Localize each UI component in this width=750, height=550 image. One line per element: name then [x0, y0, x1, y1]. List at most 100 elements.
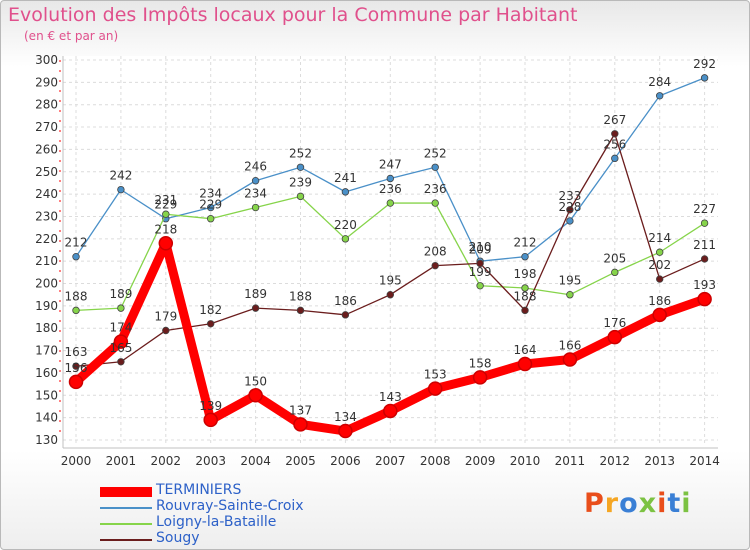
x-tick-label: 2000 [61, 454, 92, 468]
data-point-sougy [700, 255, 709, 263]
x-tick-label: 2004 [240, 454, 271, 468]
x-tick-label: 2012 [600, 454, 631, 468]
data-point-loigny-la-bataille [341, 235, 350, 243]
y-tick-label: 160 [35, 366, 58, 380]
legend-swatch [100, 507, 152, 509]
data-label-rouvray-sainte-croix: 247 [379, 157, 402, 171]
data-label-loigny-la-bataille: 236 [424, 182, 447, 196]
data-label-loigny-la-bataille: 227 [693, 202, 716, 216]
y-tick-label: 230 [35, 209, 58, 223]
data-label-rouvray-sainte-croix: 229 [154, 198, 177, 212]
x-tick-label: 2002 [151, 454, 182, 468]
y-tick-label: 130 [35, 433, 58, 447]
data-label-sougy: 209 [469, 242, 492, 256]
data-point-terminiers [562, 352, 578, 367]
y-tick-label: 290 [35, 75, 58, 89]
logo-letter: x [638, 488, 658, 519]
data-point-sougy [431, 261, 439, 270]
data-point-sougy [656, 275, 664, 283]
data-label-terminiers: 176 [603, 316, 626, 330]
data-point-terminiers [383, 403, 398, 419]
legend-swatch [100, 487, 152, 497]
data-label-rouvray-sainte-croix: 242 [109, 169, 132, 183]
data-label-sougy: 202 [648, 258, 671, 272]
data-point-terminiers [652, 307, 667, 323]
data-point-rouvray-sainte-croix [296, 163, 305, 171]
x-tick-label: 2011 [555, 454, 586, 468]
data-point-sougy [341, 311, 350, 319]
data-point-loigny-la-bataille [521, 284, 529, 292]
data-point-sougy [566, 206, 574, 214]
data-point-terminiers [203, 412, 218, 428]
data-point-sougy [386, 291, 394, 299]
logo-letter: i [681, 488, 692, 519]
data-label-rouvray-sainte-croix: 228 [558, 200, 581, 214]
data-label-loigny-la-bataille: 198 [514, 267, 537, 281]
data-label-loigny-la-bataille: 195 [558, 274, 581, 288]
data-label-sougy: 186 [334, 294, 357, 308]
chart-title: Evolution des Impôts locaux pour la Comm… [8, 4, 578, 26]
y-tick-label: 190 [35, 299, 58, 313]
data-label-sougy: 211 [693, 238, 716, 252]
data-label-terminiers: 166 [558, 339, 581, 353]
y-tick-label: 140 [35, 411, 58, 425]
data-label-terminiers: 193 [693, 278, 716, 292]
data-label-rouvray-sainte-croix: 210 [469, 240, 492, 254]
data-point-sougy [117, 358, 125, 366]
x-tick-label: 2009 [465, 454, 496, 468]
data-point-rouvray-sainte-croix [521, 253, 529, 261]
data-point-loigny-la-bataille [386, 199, 394, 207]
data-label-rouvray-sainte-croix: 246 [244, 160, 267, 174]
y-tick-label: 280 [35, 98, 58, 112]
y-tick-label: 220 [35, 232, 58, 246]
data-point-rouvray-sainte-croix [206, 203, 215, 212]
data-point-loigny-la-bataille [611, 268, 619, 277]
data-label-loigny-la-bataille: 199 [469, 265, 492, 279]
data-label-terminiers: 137 [289, 403, 312, 417]
data-label-loigny-la-bataille: 236 [379, 182, 402, 196]
y-tick-label: 170 [35, 344, 58, 358]
data-point-sougy [162, 326, 170, 335]
data-label-terminiers: 139 [199, 399, 222, 413]
legend-label: Loigny-la-Bataille [156, 514, 277, 530]
data-point-rouvray-sainte-croix [341, 188, 350, 196]
y-tick-label: 240 [35, 187, 58, 201]
data-point-sougy [296, 306, 305, 315]
data-point-rouvray-sainte-croix [656, 92, 664, 100]
data-label-terminiers: 218 [154, 222, 177, 236]
data-point-loigny-la-bataille [117, 304, 125, 312]
data-point-loigny-la-bataille [431, 199, 439, 207]
data-label-rouvray-sainte-croix: 256 [603, 137, 626, 151]
data-point-rouvray-sainte-croix [117, 185, 125, 194]
data-point-sougy [611, 130, 619, 138]
data-label-sougy: 165 [109, 341, 132, 355]
data-label-rouvray-sainte-croix: 241 [334, 171, 357, 185]
data-label-rouvray-sainte-croix: 212 [65, 236, 88, 250]
data-label-rouvray-sainte-croix: 212 [514, 236, 537, 250]
data-point-rouvray-sainte-croix [611, 154, 619, 163]
x-tick-label: 2010 [510, 454, 541, 468]
data-point-terminiers [113, 334, 129, 349]
x-tick-label: 2007 [375, 454, 406, 468]
data-point-sougy [206, 320, 215, 328]
data-label-terminiers: 143 [379, 390, 402, 404]
x-tick-label: 2006 [330, 454, 361, 468]
data-point-loigny-la-bataille [72, 306, 80, 315]
data-label-loigny-la-bataille: 234 [244, 187, 267, 201]
data-point-terminiers [517, 356, 533, 372]
logo-letter: o [619, 488, 639, 519]
data-label-sougy: 188 [514, 289, 537, 303]
y-tick-label: 180 [35, 321, 58, 335]
legend-label: TERMINIERS [156, 482, 242, 498]
data-label-loigny-la-bataille: 229 [199, 198, 222, 212]
data-label-rouvray-sainte-croix: 284 [648, 75, 671, 89]
x-tick-label: 2014 [689, 454, 720, 468]
x-tick-label: 2005 [285, 454, 316, 468]
logo-letter: P [584, 488, 605, 519]
y-tick-label: 300 [35, 53, 58, 67]
y-tick-label: 150 [35, 388, 58, 402]
data-point-loigny-la-bataille [566, 291, 574, 299]
data-point-terminiers [427, 381, 443, 396]
data-label-terminiers: 134 [334, 410, 357, 424]
